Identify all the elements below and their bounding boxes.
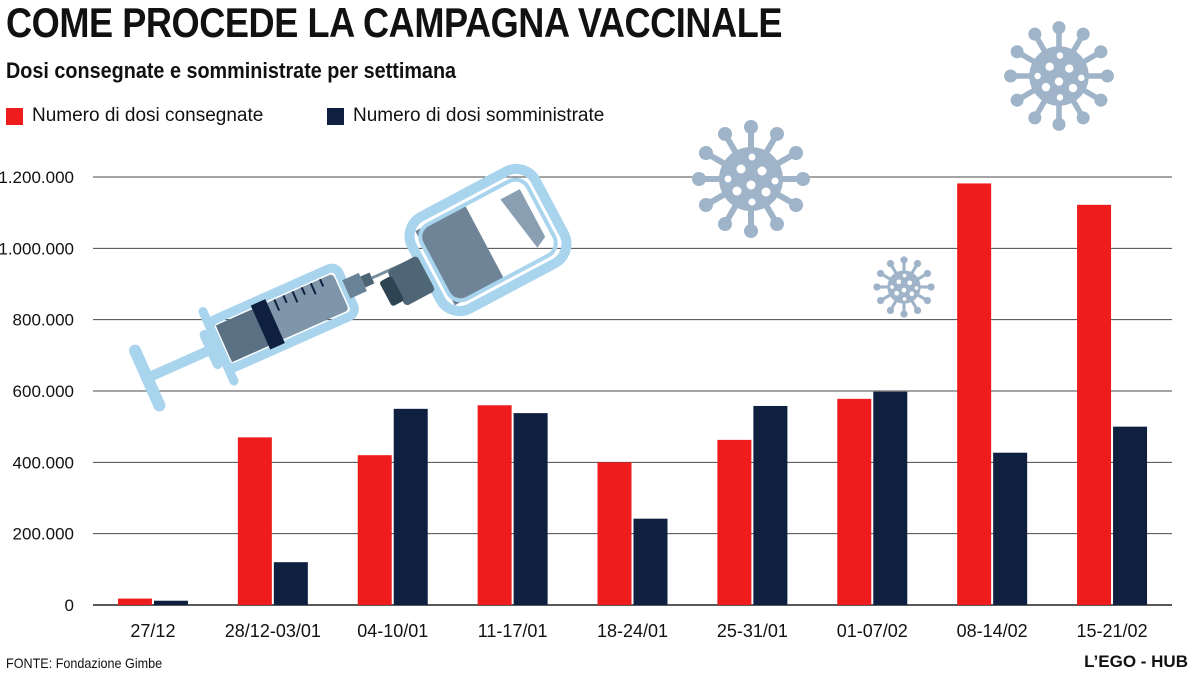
y-tick-label: 600.000	[13, 382, 74, 401]
bar-delivered	[1077, 204, 1112, 605]
chart-title: COME PROCEDE LA CAMPAGNA VACCINALE	[6, 0, 783, 46]
x-tick-label: 25-31/01	[717, 621, 788, 641]
bar-administered	[873, 391, 908, 605]
legend-swatch-delivered	[6, 107, 23, 125]
bar-administered	[153, 600, 188, 605]
legend-item-administered: Numero di dosi somministrate	[327, 104, 604, 128]
bar-administered	[513, 413, 548, 605]
y-tick-label: 800.000	[13, 311, 74, 330]
bar-administered	[273, 562, 308, 605]
bar-administered	[753, 405, 788, 605]
bar-administered	[633, 518, 668, 605]
chart-subtitle: Dosi consegnate e somministrate per sett…	[6, 58, 457, 83]
vaccine-vial-icon	[380, 163, 572, 317]
x-tick-label: 11-17/01	[478, 621, 548, 641]
bar-delivered	[717, 439, 752, 605]
x-tick-label: 04-10/01	[357, 621, 428, 641]
y-tick-label: 0	[65, 596, 74, 615]
y-tick-label: 1.200.000	[0, 168, 74, 187]
bar-delivered	[597, 462, 632, 605]
bar-delivered	[117, 598, 152, 605]
virus-icon	[871, 254, 937, 320]
bar-delivered	[477, 405, 512, 605]
y-tick-label: 200.000	[13, 525, 74, 544]
syringe-icon	[128, 257, 416, 412]
bar-administered	[393, 408, 428, 605]
bar-delivered	[357, 455, 392, 605]
bar-delivered	[237, 437, 272, 605]
y-axis: 0 200.000 400.000 600.000 800.000 1.000.000 1.…	[0, 168, 74, 615]
x-tick-label: 08-14/02	[957, 621, 1028, 641]
gridlines	[93, 176, 1172, 606]
legend-item-delivered: Numero di dosi consegnate	[6, 104, 263, 128]
x-tick-label: 27/12	[130, 621, 175, 641]
legend-label-administered: Numero di dosi somministrate	[353, 105, 605, 126]
legend-label-delivered: Numero di dosi consegnate	[32, 105, 264, 126]
x-tick-label: 18-24/01	[597, 621, 668, 641]
legend-swatch-administered	[327, 107, 344, 125]
x-tick-label: 15-21/02	[1077, 621, 1148, 641]
virus-icon	[1004, 21, 1114, 131]
source-note: FONTE: Fondazione Gimbe	[6, 655, 163, 671]
bars	[117, 183, 1148, 606]
bar-administered	[993, 452, 1028, 605]
x-axis: 27/12 28/12-03/01 04-10/01 11-17/01 18-24/01…	[130, 621, 1147, 641]
virus-icon	[692, 120, 810, 238]
y-tick-label: 400.000	[13, 453, 74, 472]
y-tick-label: 1.000.000	[0, 239, 74, 258]
bar-delivered	[957, 183, 992, 606]
x-tick-label: 01-07/02	[837, 621, 908, 641]
bar-delivered	[837, 398, 872, 605]
brand-logo: L’EGO - HUB	[1084, 652, 1188, 671]
x-tick-label: 28/12-03/01	[225, 621, 321, 641]
bar-administered	[1113, 426, 1148, 605]
